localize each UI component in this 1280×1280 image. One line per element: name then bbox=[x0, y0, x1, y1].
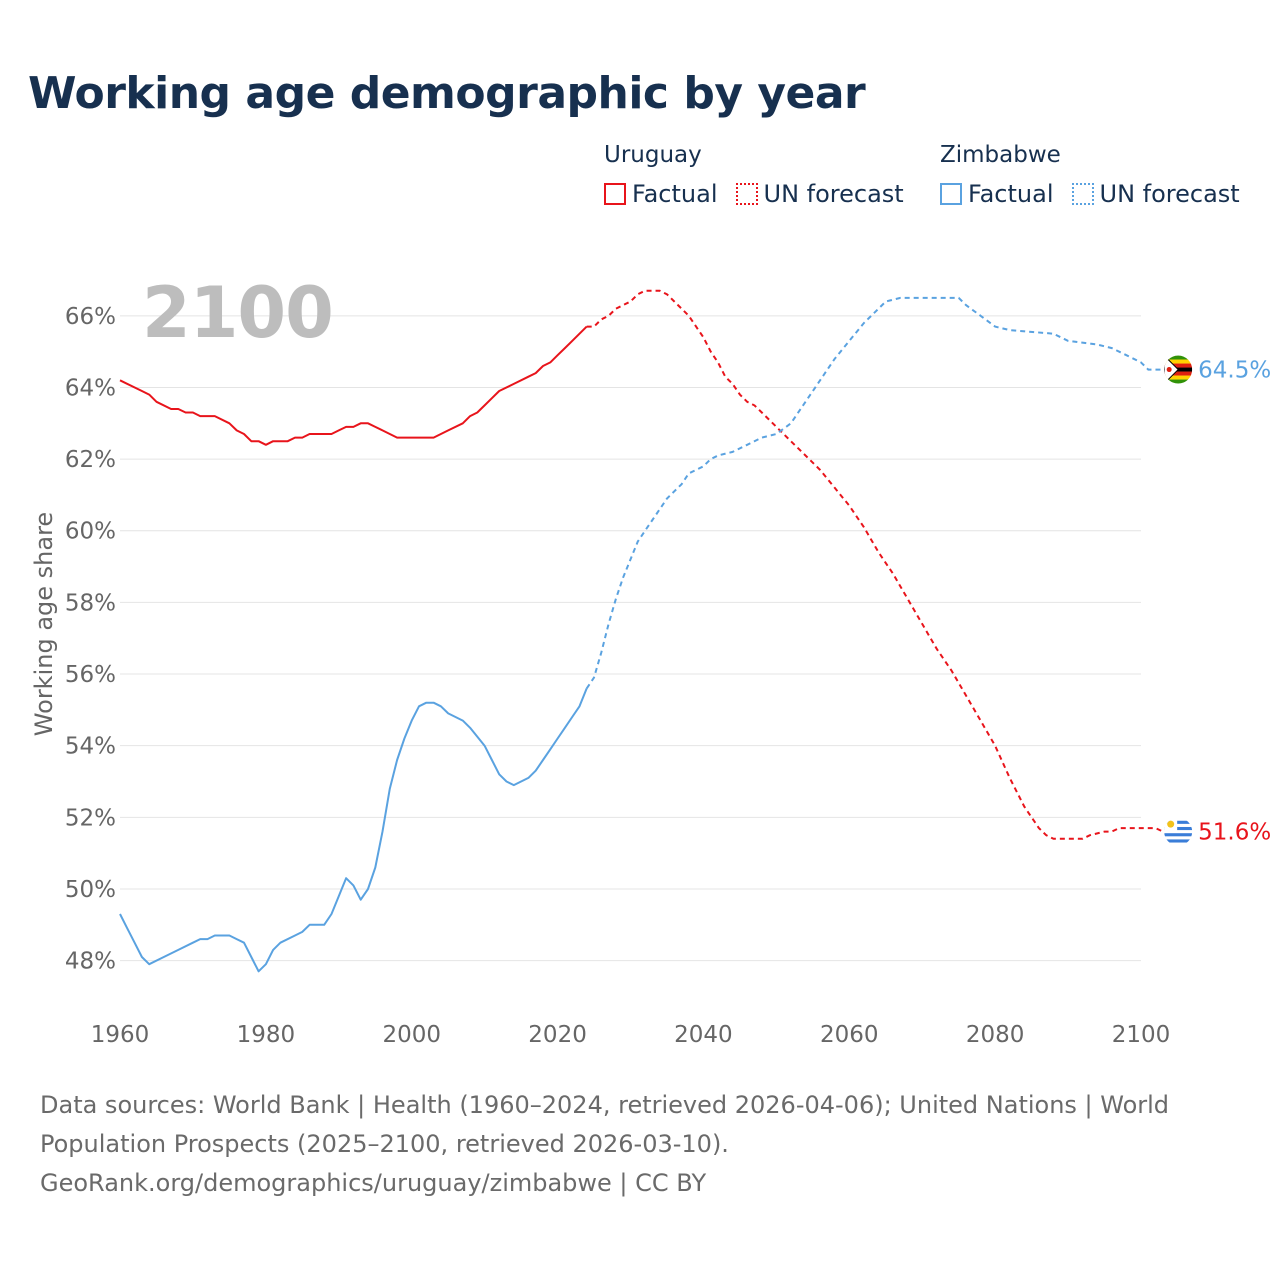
y-axis-label: Working age share bbox=[30, 512, 58, 736]
source-line-1: Data sources: World Bank | Health (1960–… bbox=[40, 1091, 1170, 1158]
legend-zimbabwe: Zimbabwe Factual UN forecast bbox=[940, 142, 1240, 208]
y-tick-label: 50% bbox=[65, 877, 116, 903]
x-tick-label: 2100 bbox=[1112, 1022, 1171, 1048]
legend-zimbabwe-forecast[interactable]: UN forecast bbox=[1071, 180, 1240, 208]
y-tick-label: 64% bbox=[65, 375, 116, 401]
y-tick-label: 66% bbox=[65, 304, 116, 330]
zimbabwe-forecast-line bbox=[585, 296, 1171, 689]
y-tick-label: 62% bbox=[65, 447, 116, 473]
legend-uruguay-factual-swatch bbox=[604, 183, 626, 205]
zimbabwe-factual-line bbox=[119, 688, 588, 973]
uruguay-end-value-label: 51.6% bbox=[1198, 820, 1271, 846]
x-tick-label: 1960 bbox=[91, 1022, 150, 1048]
uruguay-flag-icon bbox=[1164, 817, 1193, 846]
year-display: 2100 bbox=[142, 272, 334, 354]
line-chart: 48% 50% 52% 54% 56% 58% 60% 62% 64% 66% 1960 1980 2… bbox=[30, 289, 1271, 1048]
series-lines bbox=[119, 289, 1171, 973]
legend-uruguay-forecast-swatch bbox=[735, 183, 758, 205]
legend-uruguay-forecast[interactable]: UN forecast bbox=[735, 180, 904, 208]
y-tick-label: 56% bbox=[65, 662, 116, 688]
legend-uruguay-factual[interactable]: Factual bbox=[604, 180, 718, 208]
x-tick-label: 1980 bbox=[237, 1022, 296, 1048]
y-tick-label: 52% bbox=[65, 805, 116, 831]
uruguay-forecast-line bbox=[586, 289, 1171, 840]
x-tick-label: 2080 bbox=[966, 1022, 1025, 1048]
y-tick-label: 58% bbox=[65, 590, 116, 616]
y-tick-label: 48% bbox=[65, 949, 116, 975]
x-axis-ticks: 1960 1980 2000 2020 2040 2060 2080 2100 bbox=[91, 1022, 1171, 1048]
end-markers: 51.6% 64.5% bbox=[1164, 355, 1271, 846]
data-source-note: Data sources: World Bank | Health (1960–… bbox=[40, 1086, 1220, 1203]
x-tick-label: 2020 bbox=[528, 1022, 587, 1048]
x-tick-label: 2000 bbox=[382, 1022, 441, 1048]
legend-country-uruguay: Uruguay bbox=[604, 142, 702, 168]
legend-zimbabwe-forecast-swatch bbox=[1071, 183, 1094, 205]
source-line-2: GeoRank.org/demographics/uruguay/zimbabw… bbox=[40, 1169, 707, 1197]
legend-zimbabwe-factual[interactable]: Factual bbox=[940, 180, 1054, 208]
zimbabwe-flag-icon bbox=[1164, 355, 1193, 384]
y-axis-ticks: 48% 50% 52% 54% 56% 58% 60% 62% 64% 66% bbox=[65, 304, 116, 975]
legend-zimbabwe-forecast-label: UN forecast bbox=[1099, 180, 1240, 208]
legend-country-zimbabwe: Zimbabwe bbox=[940, 142, 1061, 168]
y-tick-label: 54% bbox=[65, 734, 116, 760]
legend-uruguay: Uruguay Factual UN forecast bbox=[604, 142, 904, 208]
legend-zimbabwe-factual-label: Factual bbox=[968, 180, 1054, 208]
legend-uruguay-forecast-label: UN forecast bbox=[763, 180, 904, 208]
legend-uruguay-factual-label: Factual bbox=[632, 180, 718, 208]
zimbabwe-end-value-label: 64.5% bbox=[1198, 358, 1271, 384]
x-tick-label: 2040 bbox=[674, 1022, 733, 1048]
legend-zimbabwe-factual-swatch bbox=[940, 183, 962, 205]
uruguay-factual-line bbox=[119, 325, 588, 446]
x-tick-label: 2060 bbox=[820, 1022, 879, 1048]
grid bbox=[120, 315, 1141, 962]
chart-title: Working age demographic by year bbox=[28, 68, 866, 119]
y-tick-label: 60% bbox=[65, 519, 116, 545]
